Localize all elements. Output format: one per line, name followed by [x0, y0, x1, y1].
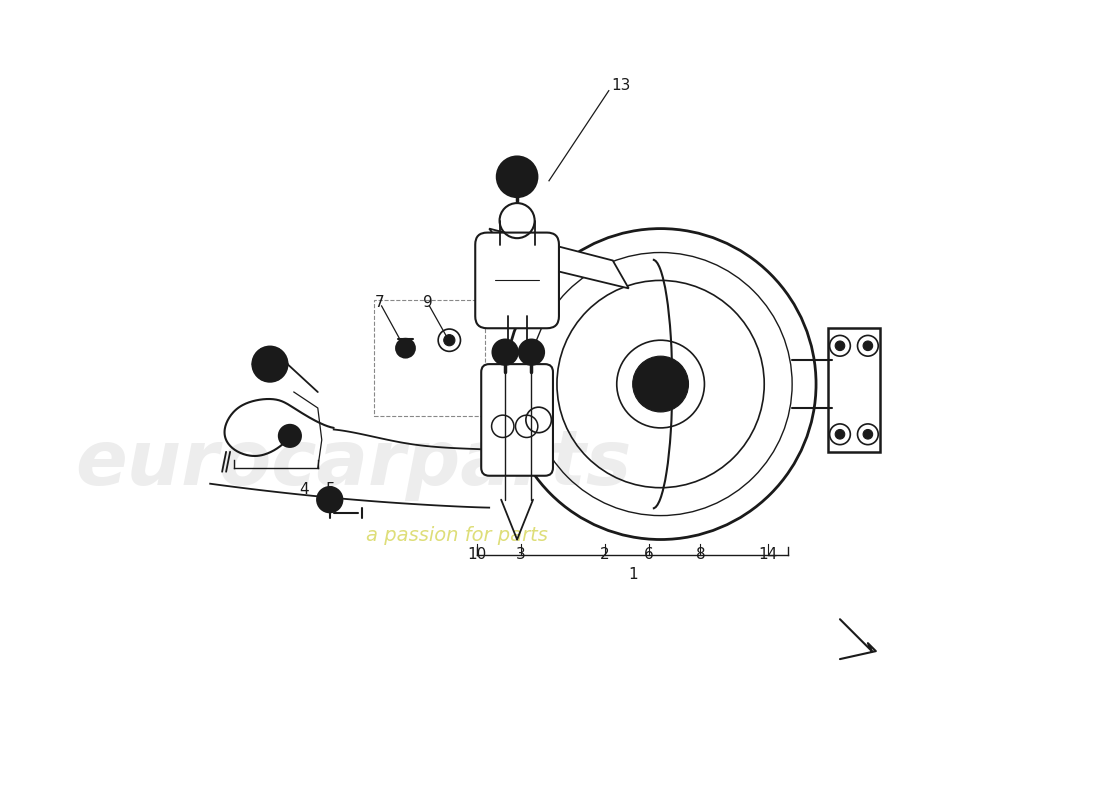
- Text: 2: 2: [600, 547, 609, 562]
- Text: 7: 7: [374, 295, 384, 310]
- Text: 4: 4: [299, 482, 308, 497]
- Text: 8: 8: [695, 547, 705, 562]
- Polygon shape: [252, 349, 287, 379]
- Circle shape: [322, 493, 337, 507]
- Text: 5: 5: [326, 482, 336, 497]
- Polygon shape: [490, 229, 629, 288]
- Circle shape: [396, 338, 415, 358]
- Circle shape: [864, 430, 872, 439]
- Circle shape: [317, 487, 342, 513]
- Polygon shape: [840, 619, 876, 659]
- Text: 3: 3: [516, 547, 526, 562]
- FancyBboxPatch shape: [828, 328, 880, 452]
- Circle shape: [260, 354, 280, 374]
- Text: 10: 10: [468, 547, 487, 562]
- FancyBboxPatch shape: [475, 233, 559, 328]
- Circle shape: [497, 157, 537, 197]
- Circle shape: [864, 341, 872, 350]
- Circle shape: [252, 346, 287, 382]
- Circle shape: [632, 356, 689, 412]
- Circle shape: [443, 334, 455, 346]
- Circle shape: [519, 339, 544, 365]
- Circle shape: [493, 339, 518, 365]
- Text: eurocarparts: eurocarparts: [76, 426, 631, 501]
- Circle shape: [498, 345, 513, 359]
- Text: 13: 13: [610, 78, 630, 93]
- Text: 1: 1: [628, 567, 638, 582]
- Circle shape: [835, 430, 845, 439]
- Circle shape: [284, 430, 296, 442]
- Circle shape: [278, 425, 301, 447]
- Text: 14: 14: [759, 547, 778, 562]
- Circle shape: [835, 341, 845, 350]
- Text: 9: 9: [422, 295, 432, 310]
- Text: a passion for parts: a passion for parts: [366, 526, 548, 545]
- Circle shape: [400, 343, 410, 353]
- FancyBboxPatch shape: [481, 364, 553, 476]
- Circle shape: [525, 345, 539, 359]
- Text: 6: 6: [644, 547, 653, 562]
